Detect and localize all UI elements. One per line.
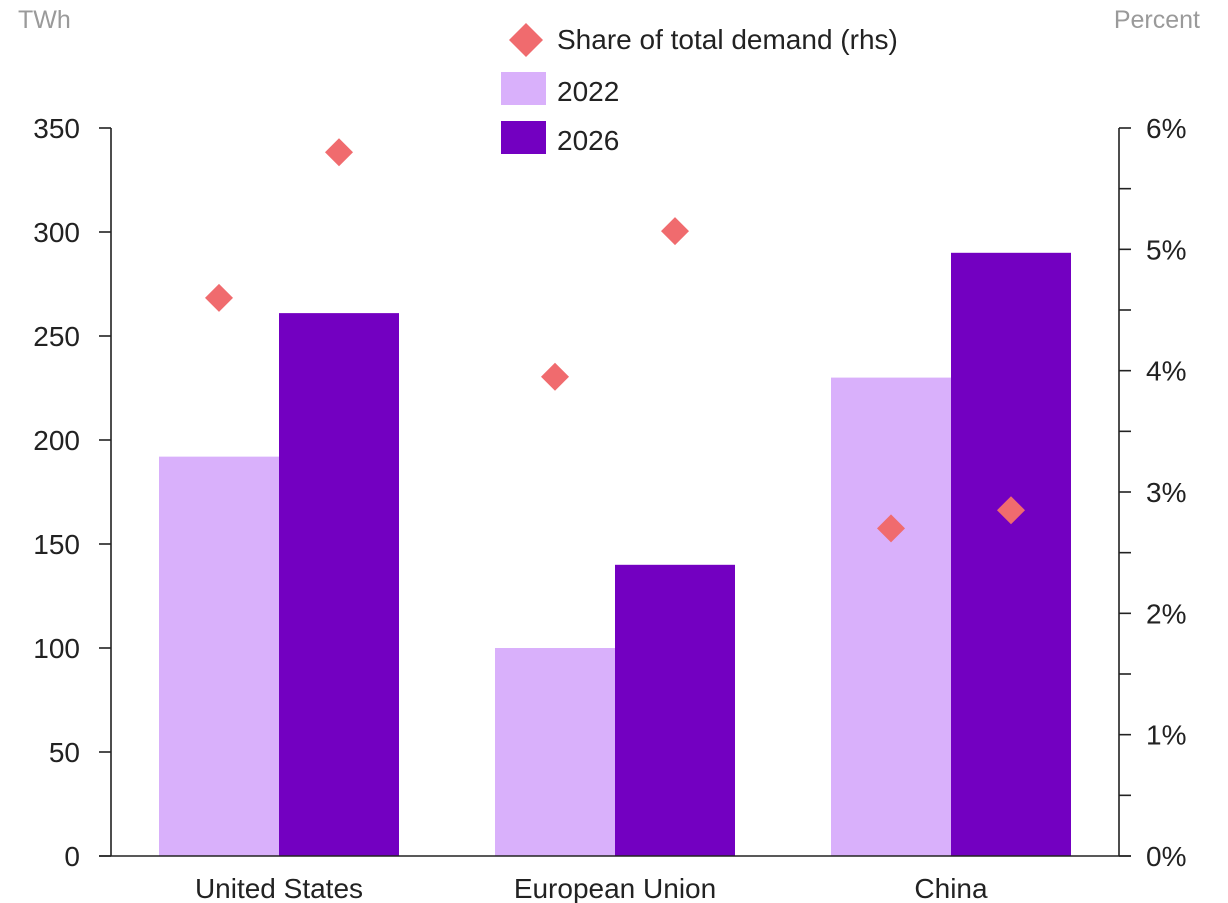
category-label-european-union: European Union — [514, 873, 716, 903]
left-tick-label-350: 350 — [33, 113, 80, 144]
share-marker-2026-european-union — [661, 217, 689, 246]
axes-layer: United States European Union China 0 50 100 15… — [33, 113, 1186, 903]
legend-label-share: Share of total demand (rhs) — [557, 24, 898, 55]
bar-2026-china — [951, 252, 1071, 857]
left-tick-label-0: 0 — [64, 841, 80, 872]
share-marker-2022-united-states — [205, 283, 233, 312]
right-tick-label-0: 0% — [1146, 841, 1186, 872]
legend-swatch-2022 — [501, 72, 546, 105]
right-tick-label-1: 1% — [1146, 720, 1186, 751]
right-tick-label-5: 5% — [1146, 234, 1186, 265]
legend-swatch-share — [509, 23, 543, 57]
bar-2022-china — [831, 377, 951, 856]
left-tick-label-50: 50 — [49, 737, 80, 768]
left-tick-label-250: 250 — [33, 321, 80, 352]
bars-layer — [159, 252, 1071, 857]
left-axis-unit: TWh — [18, 6, 71, 34]
share-marker-2026-united-states — [325, 138, 353, 167]
share-marker-2022-european-union — [541, 362, 569, 391]
right-axis-unit: Percent — [1114, 6, 1200, 34]
category-label-china: China — [914, 873, 988, 903]
bar-2022-european-union — [495, 648, 615, 856]
legend: Share of total demand (rhs) 2022 2026 — [501, 23, 898, 156]
legend-label-2026: 2026 — [557, 125, 619, 156]
right-tick-label-2: 2% — [1146, 598, 1186, 629]
markers-layer — [205, 138, 1025, 543]
share-marker-2026-china — [997, 496, 1025, 525]
bar-2026-united-states — [279, 313, 399, 856]
left-tick-label-300: 300 — [33, 217, 80, 248]
bar-2022-united-states — [159, 456, 279, 856]
share-marker-2022-china — [877, 514, 905, 543]
left-tick-label-150: 150 — [33, 529, 80, 560]
bar-2026-european-union — [615, 564, 735, 856]
legend-swatch-2026 — [501, 121, 546, 154]
left-tick-label-200: 200 — [33, 425, 80, 456]
legend-label-2022: 2022 — [557, 76, 619, 107]
left-tick-label-100: 100 — [33, 633, 80, 664]
right-tick-label-3: 3% — [1146, 477, 1186, 508]
right-tick-label-4: 4% — [1146, 356, 1186, 387]
category-label-united-states: United States — [195, 873, 363, 903]
right-tick-label-6: 6% — [1146, 113, 1186, 144]
